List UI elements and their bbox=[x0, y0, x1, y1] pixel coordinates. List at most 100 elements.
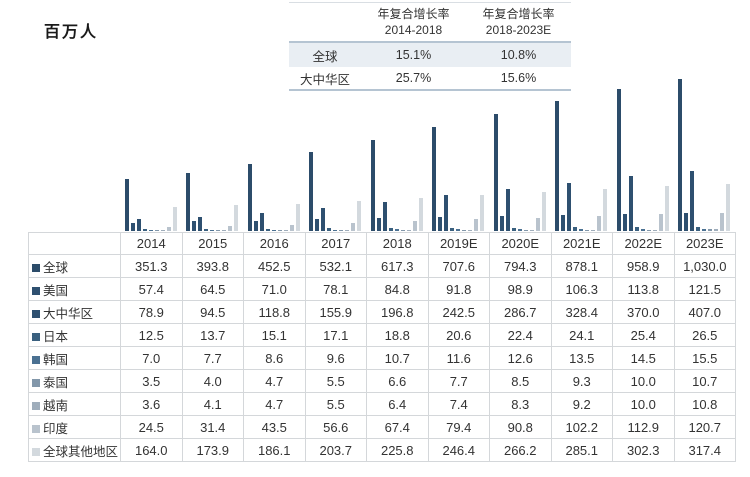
value-cell: 120.7 bbox=[673, 415, 736, 439]
bar-大中华区-2022E bbox=[628, 176, 633, 231]
bar-日本-2019E bbox=[450, 228, 455, 231]
bar-group-2021E bbox=[551, 71, 613, 231]
value-cell: 317.4 bbox=[673, 438, 736, 462]
value-cell: 84.8 bbox=[366, 277, 429, 301]
value-cell: 6.6 bbox=[366, 369, 429, 393]
value-cell: 302.3 bbox=[612, 438, 675, 462]
value-cell: 113.8 bbox=[612, 277, 675, 301]
value-cell: 452.5 bbox=[243, 254, 306, 278]
value-cell: 266.2 bbox=[489, 438, 552, 462]
bar-全球-2020E bbox=[493, 114, 498, 231]
bar-group-2019E bbox=[428, 71, 490, 231]
bar-group-2018 bbox=[366, 71, 428, 231]
legend-swatch bbox=[32, 355, 40, 364]
table-row: 越南 3.6 4.1 4.7 5.5 6.4 7.4 8.3 9.2 10.0 10.8 bbox=[28, 392, 736, 416]
bar-全球其他地区-2017 bbox=[357, 201, 362, 231]
value-cell: 10.0 bbox=[612, 369, 675, 393]
value-cell: 407.0 bbox=[673, 300, 736, 324]
bar-全球-2014 bbox=[124, 179, 129, 231]
bar-越南-2018 bbox=[406, 230, 411, 231]
value-cell: 25.4 bbox=[612, 323, 675, 347]
bar-全球-2015 bbox=[186, 173, 191, 231]
year-header-2016: 2016 bbox=[243, 232, 306, 255]
bar-印度-2020E bbox=[535, 218, 540, 231]
bar-泰国-2015 bbox=[216, 230, 221, 231]
bar-日本-2018 bbox=[388, 228, 393, 231]
value-cell: 121.5 bbox=[673, 277, 736, 301]
value-cell: 225.8 bbox=[366, 438, 429, 462]
value-cell: 155.9 bbox=[304, 300, 367, 324]
value-cell: 532.1 bbox=[304, 254, 367, 278]
value-cell: 286.7 bbox=[489, 300, 552, 324]
bar-大中华区-2017 bbox=[321, 208, 326, 231]
value-cell: 14.5 bbox=[612, 346, 675, 370]
value-cell: 13.7 bbox=[181, 323, 244, 347]
bar-全球其他地区-2020E bbox=[541, 192, 546, 231]
value-cell: 17.1 bbox=[304, 323, 367, 347]
bar-日本-2022E bbox=[634, 227, 639, 231]
bar-全球其他地区-2019E bbox=[480, 195, 485, 231]
bar-越南-2014 bbox=[160, 230, 165, 231]
bar-日本-2021E bbox=[573, 227, 578, 231]
cagr-row-global: 全球 15.1% 10.8% bbox=[289, 43, 571, 67]
year-header-2021E: 2021E bbox=[550, 232, 613, 255]
series-label-cell: 泰国 bbox=[28, 369, 121, 393]
value-cell: 4.0 bbox=[181, 369, 244, 393]
value-cell: 79.4 bbox=[427, 415, 490, 439]
bar-越南-2017 bbox=[345, 230, 350, 231]
value-cell: 15.1 bbox=[243, 323, 306, 347]
bar-韩国-2020E bbox=[517, 229, 522, 231]
cagr-row-label: 大中华区 bbox=[299, 72, 350, 87]
bar-大中华区-2021E bbox=[567, 183, 572, 231]
series-label-cell: 大中华区 bbox=[28, 300, 121, 324]
bar-日本-2016 bbox=[265, 229, 270, 231]
value-cell: 118.8 bbox=[243, 300, 306, 324]
bar-大中华区-2016 bbox=[259, 213, 264, 231]
cagr-header-period: 2018-2023E bbox=[485, 23, 552, 37]
year-header-2023E: 2023E bbox=[673, 232, 736, 255]
value-cell: 56.6 bbox=[304, 415, 367, 439]
value-cell: 12.6 bbox=[489, 346, 552, 370]
year-header-2022E: 2022E bbox=[612, 232, 675, 255]
bar-泰国-2021E bbox=[585, 230, 590, 231]
bar-印度-2014 bbox=[166, 227, 171, 231]
bar-美国-2020E bbox=[499, 216, 504, 231]
value-cell: 196.8 bbox=[366, 300, 429, 324]
value-cell: 5.5 bbox=[304, 369, 367, 393]
value-cell: 794.3 bbox=[489, 254, 552, 278]
value-cell: 1,030.0 bbox=[673, 254, 736, 278]
bar-全球其他地区-2023E bbox=[726, 184, 731, 231]
cagr-value: 10.8% bbox=[500, 48, 537, 62]
cagr-header-period: 2014-2018 bbox=[384, 23, 443, 37]
bar-美国-2017 bbox=[315, 219, 320, 231]
bar-大中华区-2023E bbox=[690, 171, 695, 231]
bar-泰国-2014 bbox=[154, 230, 159, 231]
value-cell: 4.1 bbox=[181, 392, 244, 416]
bar-越南-2015 bbox=[222, 230, 227, 231]
value-cell: 91.8 bbox=[427, 277, 490, 301]
value-cell: 24.1 bbox=[550, 323, 613, 347]
bar-日本-2020E bbox=[511, 228, 516, 231]
bar-chart bbox=[120, 71, 735, 231]
table-row: 大中华区 78.9 94.5 118.8 155.9 196.8 242.5 286.7 328… bbox=[28, 300, 736, 324]
bar-印度-2016 bbox=[289, 225, 294, 231]
bar-泰国-2019E bbox=[462, 230, 467, 231]
bar-韩国-2014 bbox=[148, 230, 153, 231]
bar-韩国-2019E bbox=[456, 229, 461, 231]
value-cell: 102.2 bbox=[550, 415, 613, 439]
value-cell: 8.3 bbox=[489, 392, 552, 416]
bar-美国-2015 bbox=[192, 221, 197, 231]
bar-越南-2022E bbox=[652, 230, 657, 231]
bar-美国-2018 bbox=[376, 218, 381, 231]
value-cell: 10.8 bbox=[673, 392, 736, 416]
bar-印度-2019E bbox=[474, 219, 479, 231]
value-cell: 31.4 bbox=[181, 415, 244, 439]
bar-日本-2017 bbox=[327, 228, 332, 231]
bar-全球其他地区-2018 bbox=[418, 198, 423, 231]
bar-泰国-2016 bbox=[277, 230, 282, 231]
value-cell: 78.1 bbox=[304, 277, 367, 301]
bar-美国-2021E bbox=[561, 215, 566, 231]
legend-swatch bbox=[32, 309, 40, 318]
bar-group-2014 bbox=[120, 71, 182, 231]
value-cell: 8.5 bbox=[489, 369, 552, 393]
